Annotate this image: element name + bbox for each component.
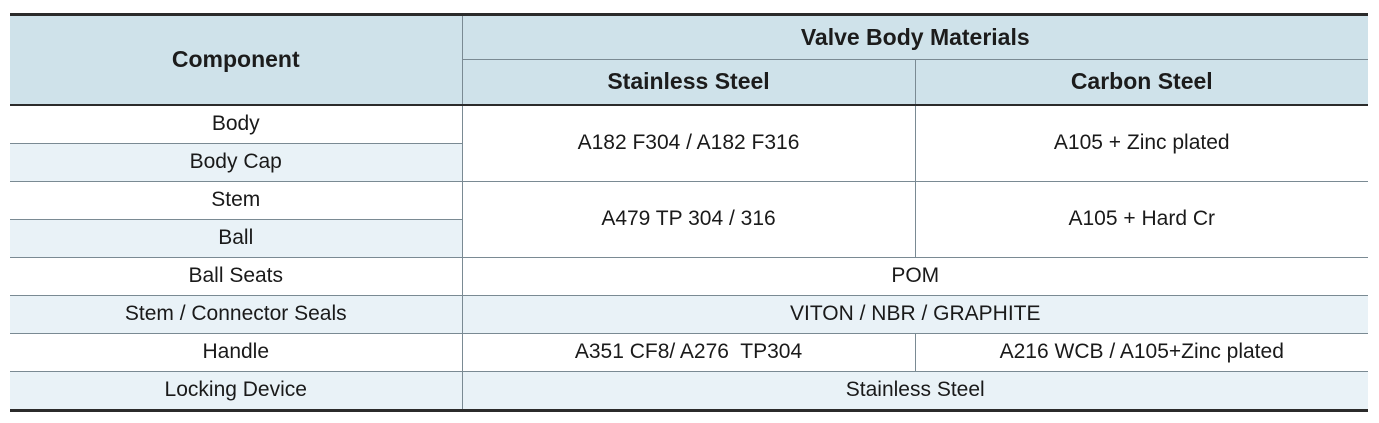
table-row: Locking Device Stainless Steel xyxy=(10,370,1368,410)
row-label-body: Body xyxy=(10,104,463,144)
row-label-handle: Handle xyxy=(10,332,463,372)
row-label-ball: Ball xyxy=(10,218,462,258)
seals-value: VITON / NBR / GRAPHITE xyxy=(461,294,1368,334)
ball-seats-value: POM xyxy=(461,256,1368,296)
row-label-locking-device: Locking Device xyxy=(10,370,463,410)
handle-stainless-value: A351 CF8/ A276 TP304 xyxy=(461,332,916,372)
header-component: Component xyxy=(10,14,463,106)
stem-carbon-value: A105 + Hard Cr xyxy=(914,180,1368,258)
table-row: Body A182 F304 / A182 F316 A105 + Zinc p… xyxy=(10,104,1368,182)
stem-stainless-value: A479 TP 304 / 316 xyxy=(461,180,916,258)
table-row: Handle A351 CF8/ A276 TP304 A216 WCB / A… xyxy=(10,332,1368,372)
table-row: Body Cap xyxy=(10,142,1368,182)
handle-carbon-value: A216 WCB / A105+Zinc plated xyxy=(914,332,1368,372)
table-row: Stem A479 TP 304 / 316 A105 + Hard Cr xyxy=(10,180,1368,258)
row-label-seals: Stem / Connector Seals xyxy=(10,294,463,334)
locking-device-value: Stainless Steel xyxy=(461,370,1368,410)
table-row: Stem / Connector Seals VITON / NBR / GRA… xyxy=(10,294,1368,334)
table-row: Ball xyxy=(10,218,1368,258)
body-carbon-value: A105 + Zinc plated xyxy=(914,104,1368,182)
row-label-stem: Stem xyxy=(10,180,463,220)
row-label-ball-seats: Ball Seats xyxy=(10,256,463,296)
materials-table: Component Valve Body Materials Stainless… xyxy=(10,13,1368,412)
header-stainless-steel: Stainless Steel xyxy=(462,59,916,106)
body-stainless-value: A182 F304 / A182 F316 xyxy=(461,104,916,182)
header-carbon-steel: Carbon Steel xyxy=(914,59,1368,106)
row-label-body-cap: Body Cap xyxy=(10,142,462,182)
header-valve-body-materials: Valve Body Materials xyxy=(461,14,1368,60)
table-row: Ball Seats POM xyxy=(10,256,1368,296)
